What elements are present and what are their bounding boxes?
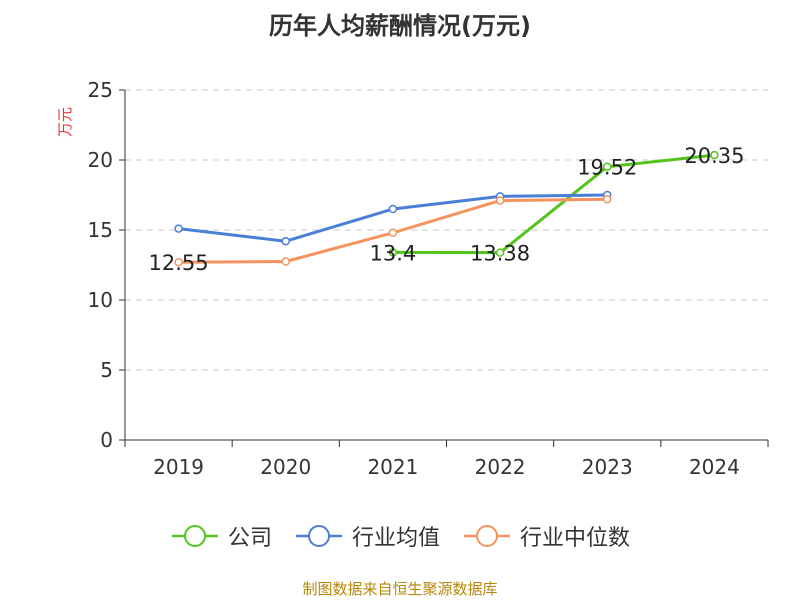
legend-swatch xyxy=(295,525,342,547)
data-label: 20.35 xyxy=(684,144,744,168)
data-label: 13.4 xyxy=(370,241,417,265)
data-point xyxy=(388,204,398,214)
legend-item[interactable]: 行业中位数 xyxy=(462,520,630,552)
legend-item[interactable]: 行业均值 xyxy=(294,520,440,552)
legend: 公司 行业均值 行业中位数 xyxy=(0,520,800,552)
data-point xyxy=(388,248,398,257)
legend-label: 行业均值 xyxy=(351,526,440,551)
y-tick-label: 5 xyxy=(100,358,113,382)
y-tick-label: 10 xyxy=(88,288,113,312)
legend-swatch xyxy=(171,525,218,547)
chart-title: 历年人均薪酬情况(万元) xyxy=(269,12,531,40)
x-tick-label: 2019 xyxy=(153,455,204,479)
series-line-0 xyxy=(392,153,715,255)
data-point xyxy=(174,257,183,267)
axis-layer: 0 5 10 15 20 25 2019 2020 2021 2022 2023 2024 xyxy=(88,78,769,479)
data-point xyxy=(281,257,290,266)
y-tick-label: 0 xyxy=(100,428,113,452)
grid-layer xyxy=(125,89,768,371)
legend-label: 行业中位数 xyxy=(520,526,631,551)
x-tick-label: 2024 xyxy=(689,455,740,479)
data-label: 19.52 xyxy=(577,156,637,180)
x-tick-label: 2020 xyxy=(260,455,311,479)
data-point xyxy=(495,196,505,205)
x-tick-label: 2023 xyxy=(582,455,633,479)
y-tick-label: 20 xyxy=(88,148,113,172)
x-tick-label: 2022 xyxy=(475,455,526,479)
legend-label: 公司 xyxy=(227,526,272,551)
y-tick-label: 25 xyxy=(88,78,113,102)
legend-swatch xyxy=(464,525,510,547)
data-label: 13.38 xyxy=(470,242,530,266)
data-point xyxy=(603,194,612,204)
legend-item[interactable]: 公司 xyxy=(170,520,272,552)
y-axis-label: 万元 xyxy=(56,107,74,137)
data-label: 12.55 xyxy=(149,251,209,275)
label-layer: 13.4 13.38 19.52 20.35 12.55 xyxy=(149,144,745,275)
data-point xyxy=(388,228,398,238)
data-point xyxy=(174,224,183,233)
x-tick-label: 2021 xyxy=(367,455,418,479)
data-point xyxy=(603,162,612,171)
source-note: 制图数据来自恒生聚源数据库 xyxy=(302,580,498,598)
data-point xyxy=(281,236,290,246)
data-point xyxy=(710,150,719,160)
data-point xyxy=(495,248,505,257)
y-tick-label: 15 xyxy=(88,218,113,242)
series-layer xyxy=(174,150,719,267)
